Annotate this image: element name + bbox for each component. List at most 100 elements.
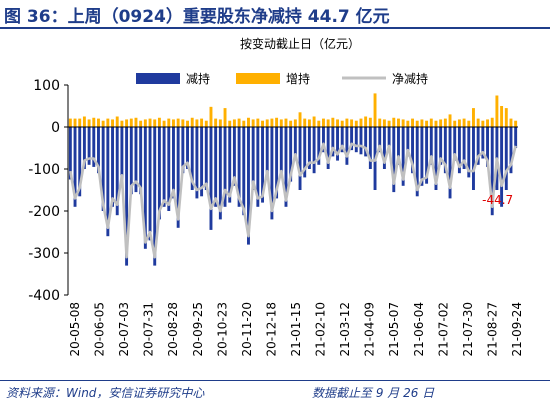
bar-increase	[125, 119, 129, 127]
bar-increase	[78, 118, 82, 127]
bar-reduce	[350, 127, 354, 151]
bar-increase	[350, 119, 354, 127]
bar-increase	[204, 120, 208, 127]
bar-increase	[312, 116, 316, 127]
bar-reduce	[251, 127, 255, 190]
bar-reduce	[157, 127, 161, 220]
bar-reduce	[242, 127, 246, 216]
bar-increase	[476, 118, 480, 127]
bar-reduce	[307, 127, 311, 169]
bar-increase	[148, 118, 152, 127]
bar-increase	[153, 119, 157, 127]
bar-reduce	[275, 127, 279, 199]
bar-increase	[500, 106, 504, 127]
bar-increase	[331, 117, 335, 127]
legend-label-reduce: 减持	[186, 71, 210, 86]
bar-increase	[336, 119, 339, 127]
bar-reduce	[134, 127, 138, 193]
bar-increase	[373, 93, 377, 127]
bar-reduce	[204, 127, 208, 190]
bar-increase	[364, 116, 368, 127]
legend-swatch-reduce	[136, 73, 180, 84]
bar-increase	[68, 118, 72, 127]
bar-reduce	[129, 127, 133, 195]
bar-reduce	[82, 127, 86, 169]
bar-reduce	[382, 127, 386, 169]
bar-increase	[134, 117, 138, 127]
x-tick-label: 21-07-30	[461, 302, 475, 356]
bar-reduce	[289, 127, 293, 182]
bar-reduce	[228, 127, 232, 203]
bar-reduce	[120, 127, 124, 182]
bar-reduce	[218, 127, 222, 220]
x-tick-label: 20-07-31	[142, 302, 156, 356]
title-rule	[0, 27, 550, 29]
bar-increase	[443, 118, 447, 127]
bar-increase	[209, 106, 213, 127]
bar-increase	[261, 120, 264, 127]
bar-increase	[228, 120, 232, 127]
bar-increase	[322, 118, 325, 127]
bar-reduce	[378, 127, 382, 153]
bar-reduce	[322, 127, 325, 153]
bar-increase	[434, 120, 438, 127]
x-tick-label: 20-11-20	[240, 302, 254, 356]
bar-increase	[486, 119, 489, 127]
bar-reduce	[139, 127, 143, 195]
bar-increase	[462, 118, 466, 127]
bar-increase	[101, 120, 105, 127]
bar-reduce	[261, 127, 264, 203]
bar-increase	[111, 119, 114, 127]
bar-increase	[415, 120, 419, 127]
bar-reduce	[509, 127, 513, 174]
bar-increase	[270, 118, 274, 127]
x-tick-label: 20-09-25	[191, 302, 205, 356]
bar-reduce	[195, 127, 199, 199]
bar-increase	[237, 118, 241, 127]
bar-reduce	[415, 127, 419, 197]
last-value-annotation: -44.7	[482, 193, 513, 207]
bar-increase	[251, 119, 255, 127]
bar-reduce	[209, 127, 213, 230]
bar-reduce	[265, 127, 269, 178]
bar-increase	[275, 117, 279, 127]
y-tick-label: -400	[28, 288, 60, 304]
bar-reduce	[472, 127, 475, 190]
bar-increase	[490, 117, 494, 127]
bar-increase	[265, 119, 269, 127]
bar-increase	[82, 116, 86, 127]
bar-reduce	[490, 127, 494, 216]
bar-reduce	[115, 127, 119, 216]
bar-increase	[420, 119, 424, 127]
bar-reduce	[143, 127, 147, 249]
bar-increase	[87, 119, 91, 127]
legend-swatch-increase	[236, 73, 280, 84]
bar-increase	[143, 119, 147, 127]
x-tick-label: 21-05-07	[387, 302, 401, 356]
bar-increase	[472, 108, 475, 127]
bar-increase	[340, 120, 344, 127]
bar-increase	[457, 119, 461, 127]
bar-reduce	[457, 127, 461, 174]
bar-increase	[232, 119, 236, 127]
bar-reduce	[331, 127, 335, 157]
bar-reduce	[340, 127, 344, 153]
bar-reduce	[476, 127, 480, 165]
bar-reduce	[392, 127, 396, 193]
bar-increase	[481, 120, 485, 127]
bar-increase	[218, 119, 222, 127]
bar-reduce	[68, 127, 72, 180]
bar-increase	[307, 119, 311, 127]
bar-reduce	[232, 127, 236, 186]
x-tick-label: 20-10-23	[215, 302, 229, 356]
x-tick-label: 20-12-18	[264, 302, 278, 356]
bar-increase	[514, 120, 518, 127]
bar-reduce	[106, 127, 110, 237]
data-deadline-note: 数据截止至 9 月 26 日	[312, 386, 435, 400]
bar-reduce	[190, 127, 194, 190]
bar-reduce	[186, 127, 189, 169]
x-tick-label: 20-08-28	[166, 302, 180, 356]
bar-increase	[190, 117, 194, 127]
bar-reduce	[504, 127, 508, 190]
bar-reduce	[176, 127, 180, 228]
